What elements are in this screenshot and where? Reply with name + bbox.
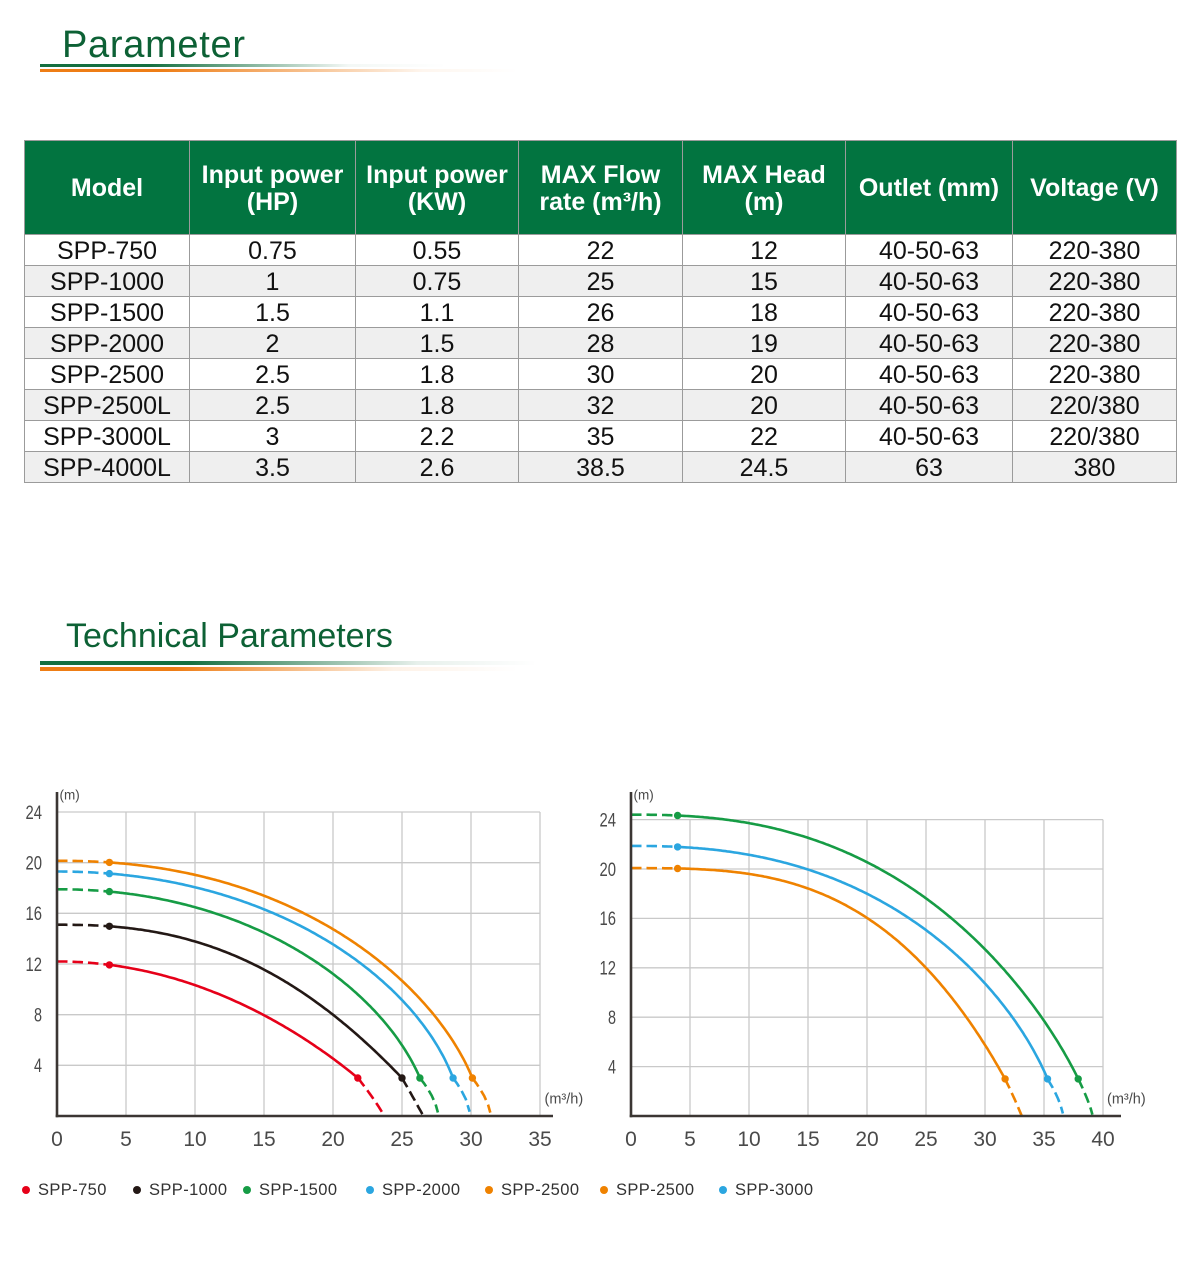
svg-text:5: 5 (120, 1128, 132, 1151)
svg-text:20: 20 (855, 1128, 878, 1151)
svg-text:8: 8 (34, 1006, 42, 1027)
svg-text:(m): (m) (634, 788, 654, 803)
svg-text:16: 16 (26, 904, 43, 925)
svg-text:10: 10 (183, 1128, 206, 1151)
svg-text:0: 0 (625, 1128, 637, 1151)
svg-text:(m³/h): (m³/h) (1107, 1092, 1146, 1108)
svg-text:(m³/h): (m³/h) (545, 1092, 584, 1108)
svg-text:35: 35 (1032, 1128, 1055, 1151)
svg-text:12: 12 (600, 959, 617, 980)
svg-text:30: 30 (973, 1128, 996, 1151)
svg-text:24: 24 (600, 810, 617, 831)
svg-text:5: 5 (684, 1128, 696, 1151)
svg-text:16: 16 (600, 909, 617, 930)
svg-text:25: 25 (914, 1128, 937, 1151)
svg-text:25: 25 (390, 1128, 413, 1151)
svg-text:40: 40 (1091, 1128, 1114, 1151)
svg-text:15: 15 (252, 1128, 275, 1151)
svg-text:15: 15 (796, 1128, 819, 1151)
svg-text:(m): (m) (60, 788, 80, 803)
svg-text:10: 10 (737, 1128, 760, 1151)
svg-text:8: 8 (608, 1008, 616, 1029)
svg-text:20: 20 (321, 1128, 344, 1151)
svg-text:4: 4 (34, 1056, 42, 1077)
svg-text:24: 24 (26, 803, 43, 824)
svg-text:0: 0 (51, 1128, 63, 1151)
svg-text:12: 12 (26, 955, 43, 976)
svg-text:30: 30 (459, 1128, 482, 1151)
svg-text:4: 4 (608, 1057, 616, 1078)
svg-text:35: 35 (528, 1128, 551, 1151)
svg-text:20: 20 (600, 860, 617, 881)
svg-text:20: 20 (26, 854, 43, 875)
